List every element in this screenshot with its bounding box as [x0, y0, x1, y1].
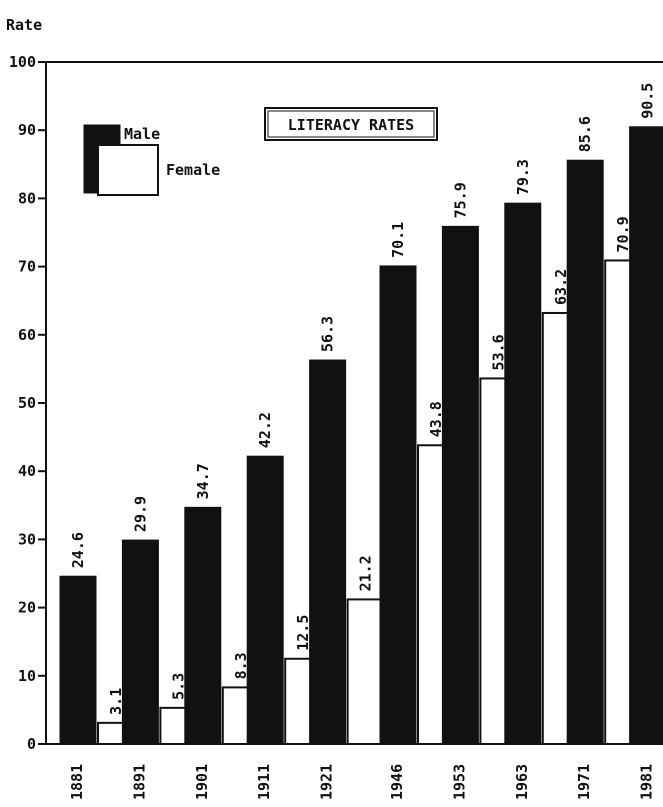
x-tick-label-1963: 1963 [513, 764, 531, 800]
x-tick-label-1971: 1971 [575, 764, 593, 800]
bar-male-1921 [309, 359, 347, 745]
y-tick-label: 80 [18, 189, 36, 207]
y-tick-label: 40 [18, 462, 36, 480]
data-label-male-1971: 85.6 [576, 116, 594, 152]
data-label-female-1963: 63.2 [552, 269, 570, 305]
chart-title-border [264, 107, 438, 141]
y-tick-label: 60 [18, 326, 36, 344]
x-axis: 1881 1891 1901 1911 1921 1946 1953 1963 1971 1981 [68, 764, 656, 800]
data-label-female-1953: 53.6 [489, 334, 507, 370]
data-label-male-1981: 90.5 [639, 83, 657, 119]
x-tick-label-1881: 1881 [68, 764, 86, 800]
data-label-male-1911: 42.2 [256, 412, 274, 448]
legend-label-male: Male [124, 125, 160, 143]
x-tick-label-1921: 1921 [318, 764, 336, 800]
data-label-male-1891: 29.9 [131, 496, 149, 532]
bar-male-1901 [184, 506, 222, 745]
x-tick-label-1911: 1911 [255, 764, 273, 800]
y-tick-label: 0 [27, 735, 36, 753]
bars [59, 126, 663, 746]
data-label-female-1911: 12.5 [294, 615, 312, 651]
legend-label-female: Female [166, 161, 220, 179]
chart-title-border-inner [267, 110, 435, 138]
bar-male-1911 [246, 455, 284, 745]
x-tick-label-1953: 1953 [450, 764, 468, 800]
data-label-male-1953: 75.9 [451, 182, 469, 218]
bar-male-1946 [379, 265, 417, 745]
chart-title: LITERACY RATES [288, 116, 414, 134]
data-label-female-1946: 43.8 [427, 401, 445, 437]
data-label-female-1891: 5.3 [169, 673, 187, 700]
bar-male-1971 [566, 159, 604, 745]
y-tick-label: 50 [18, 394, 36, 412]
legend-swatch-female [97, 144, 159, 196]
x-tick-label-1946: 1946 [388, 764, 406, 800]
bar-male-1963 [504, 202, 542, 745]
y-tick-label: 90 [18, 121, 36, 139]
y-tick-label: 20 [18, 599, 36, 617]
data-label-male-1921: 56.3 [319, 316, 337, 352]
data-label-female-1971: 70.9 [614, 216, 632, 252]
data-label-female-1881: 3.1 [107, 688, 125, 715]
y-tick-label: 10 [18, 667, 36, 685]
data-label-male-1881: 24.6 [69, 532, 87, 568]
y-axis-label: Rate [6, 16, 42, 34]
bar-male-1953 [441, 225, 479, 745]
x-tick-label-1891: 1891 [130, 764, 148, 800]
data-label-female-1901: 8.3 [232, 652, 250, 679]
bar-male-1891 [121, 539, 159, 745]
y-tick-label: 100 [9, 53, 36, 71]
data-label-female-1921: 21.2 [357, 555, 375, 591]
bar-male-1981 [629, 126, 663, 745]
data-labels: 24.6 3.1 29.9 5.3 34.7 8.3 42.2 12.5 56.3 21.2 70.… [69, 83, 657, 715]
x-tick-label-1981: 1981 [638, 764, 656, 800]
bar-female-1921 [346, 598, 385, 746]
x-tick-label-1901: 1901 [193, 764, 211, 800]
legend: Male Female [83, 124, 220, 196]
data-label-male-1946: 70.1 [389, 222, 407, 258]
y-tick-label: 70 [18, 258, 36, 276]
y-tick-label: 30 [18, 530, 36, 548]
chart-title-box: LITERACY RATES [264, 107, 438, 141]
bar-male-1881 [59, 575, 97, 745]
data-label-male-1963: 79.3 [514, 159, 532, 195]
data-label-male-1901: 34.7 [194, 463, 212, 499]
